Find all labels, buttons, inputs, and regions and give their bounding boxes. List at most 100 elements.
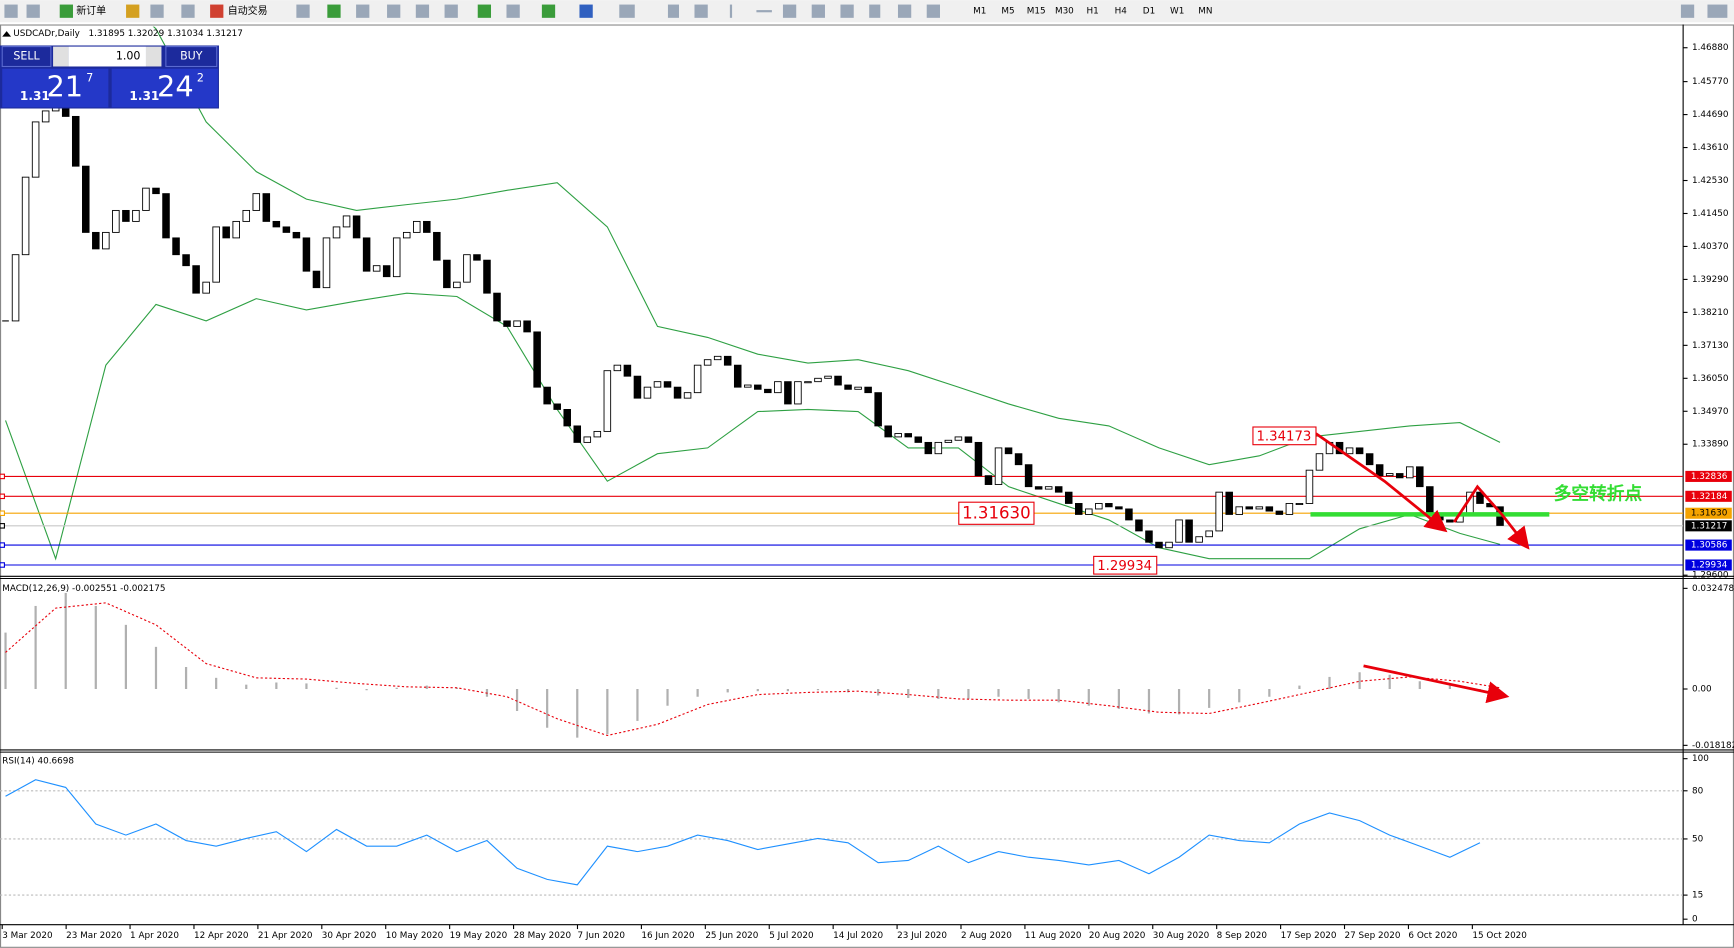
buy-button[interactable] (165, 46, 218, 68)
sell-label[interactable]: SELL (13, 50, 40, 63)
sell-pips: 21 (46, 70, 83, 104)
candle (172, 237, 180, 256)
icon[interactable] (782, 4, 797, 18)
x-tick-label: 30 Aug 2020 (1153, 931, 1210, 941)
icon[interactable] (541, 4, 556, 18)
candle (322, 237, 331, 289)
price-level-tag (1685, 507, 1732, 519)
x-tick-label: 20 Aug 2020 (1089, 931, 1146, 941)
candle (1446, 519, 1454, 523)
timeframe[interactable]: W1 (1170, 7, 1184, 17)
candle (1024, 464, 1033, 488)
macd-bar (666, 689, 669, 706)
sell-button[interactable] (1, 46, 52, 68)
icon[interactable] (444, 4, 458, 18)
lot[interactable]: 1.00 (116, 50, 141, 63)
icon[interactable] (897, 4, 912, 18)
icon[interactable] (729, 4, 733, 18)
macd-bar (937, 689, 940, 699)
candle (894, 433, 902, 438)
buy-price-box[interactable] (111, 68, 218, 108)
icon[interactable] (356, 4, 370, 18)
chart-frame (0, 24, 1734, 948)
price-level-label: 1.31630 (1691, 509, 1728, 519)
candle (292, 231, 301, 239)
candle (332, 226, 341, 239)
timeframe[interactable]: D1 (1143, 7, 1155, 17)
icon[interactable] (840, 4, 854, 18)
timeframe[interactable]: H1 (1086, 7, 1098, 17)
candle (834, 375, 842, 386)
macd-bar (816, 689, 820, 691)
icon[interactable] (1707, 4, 1728, 18)
new-order[interactable]: 新订单 (76, 4, 106, 17)
timeframe[interactable]: M5 (1001, 7, 1014, 17)
icon[interactable] (869, 4, 881, 18)
annotation: 1.34173 (1256, 429, 1311, 444)
icon[interactable] (126, 4, 140, 18)
rsi-plot (0, 779, 1684, 896)
price-level-marker (0, 510, 5, 516)
icon[interactable] (619, 4, 635, 18)
timeframe[interactable]: MN (1198, 7, 1212, 17)
icon[interactable] (327, 4, 341, 18)
lot-down[interactable] (53, 46, 69, 67)
macd-bar (1117, 689, 1120, 709)
y-tick-label: -0.018182 (1692, 741, 1734, 751)
sell-price-box[interactable] (2, 68, 109, 108)
icon[interactable] (756, 10, 772, 13)
lot-input[interactable] (68, 46, 146, 67)
y-tick-label: 1.42530 (1692, 176, 1729, 186)
macd-bar (34, 605, 37, 689)
buy-label[interactable]: BUY (180, 50, 203, 63)
timeframe[interactable]: H4 (1115, 7, 1128, 17)
candle (1476, 491, 1484, 504)
candle (623, 364, 632, 377)
icon[interactable] (694, 4, 708, 18)
candle (1064, 491, 1073, 504)
icon[interactable] (811, 4, 825, 18)
icon[interactable] (415, 4, 430, 18)
icon[interactable] (1680, 4, 1695, 18)
rsi-line (5, 779, 1481, 886)
icon[interactable] (667, 4, 680, 18)
price-level-label: 1.31217 (1691, 521, 1728, 531)
macd-bar (756, 689, 759, 692)
icon[interactable] (59, 4, 73, 18)
icon[interactable] (926, 4, 940, 18)
macd-bar (1177, 689, 1181, 715)
y-tick-label: 1.43610 (1692, 143, 1729, 153)
icon[interactable] (296, 4, 310, 18)
axes: 1.46880 1.45770 1.44690 1.43610 1.42530 1.414… (0, 43, 1734, 941)
icon[interactable] (150, 4, 164, 18)
candle (1014, 453, 1023, 466)
icon[interactable] (210, 4, 224, 18)
icon[interactable] (387, 4, 401, 18)
candle (493, 292, 501, 322)
timeframe[interactable]: M15 (1027, 7, 1046, 17)
icon[interactable] (181, 4, 195, 18)
collapse-icon[interactable] (2, 31, 12, 37)
auto-trading[interactable]: 自动交易 (228, 4, 268, 17)
timeframe[interactable]: M30 (1055, 7, 1074, 17)
icon[interactable] (506, 4, 520, 18)
icon[interactable] (579, 4, 593, 18)
icon[interactable] (26, 4, 40, 18)
macd-bar (696, 689, 699, 697)
candle (523, 320, 531, 333)
y-tick-label: 0.032478 (1692, 584, 1734, 594)
icon[interactable] (477, 4, 492, 18)
lot-up[interactable] (145, 46, 162, 67)
timeframe[interactable]: M1 (973, 7, 986, 17)
candle (1054, 486, 1063, 493)
candle (162, 193, 170, 239)
candle (1205, 530, 1213, 538)
candle (573, 425, 582, 443)
macd-bar (1268, 689, 1271, 697)
icon[interactable] (4, 4, 18, 18)
candle (1115, 506, 1123, 510)
macd-bar (907, 689, 910, 698)
x-tick-label: 17 Sep 2020 (1281, 931, 1337, 941)
candle (1034, 486, 1043, 490)
